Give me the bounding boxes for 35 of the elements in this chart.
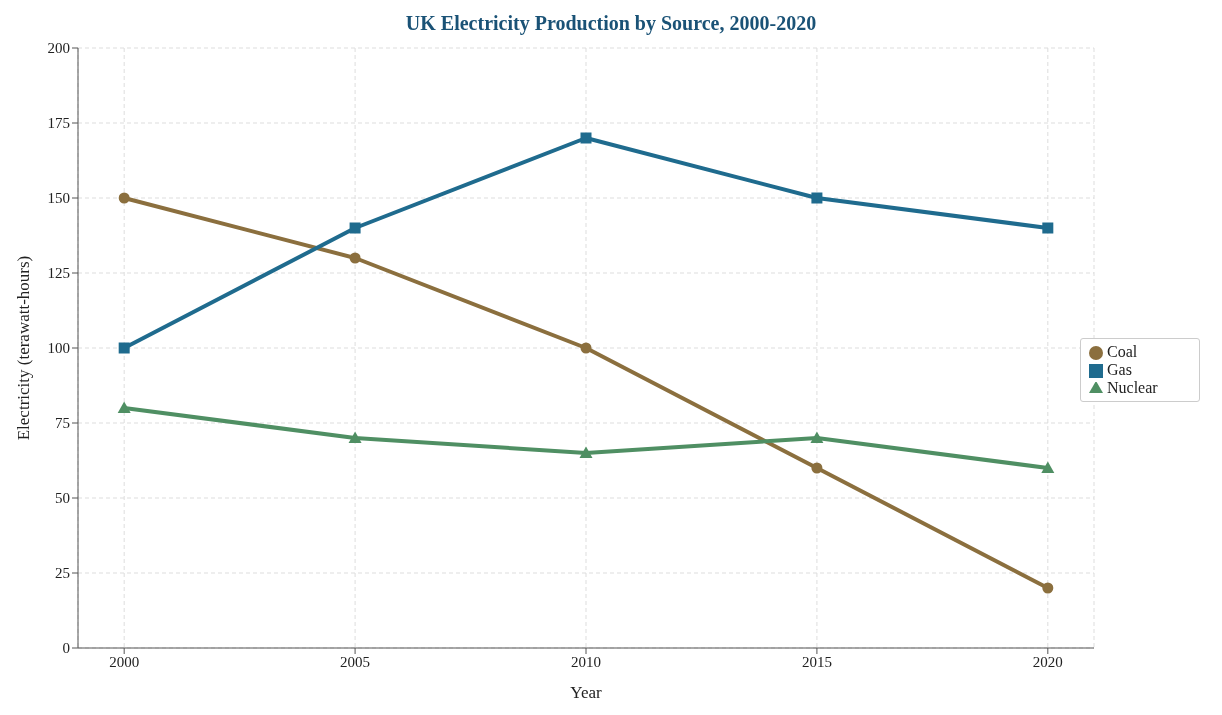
point <box>118 192 130 204</box>
point <box>580 342 592 354</box>
y-tick-label: 100 <box>47 340 70 357</box>
y-tick-label: 75 <box>55 415 70 432</box>
point <box>1042 222 1054 234</box>
x-tick-label: 2015 <box>801 653 832 670</box>
x-tick-label: 2010 <box>571 653 601 670</box>
point <box>579 446 593 458</box>
y-tick-label: 25 <box>55 565 70 582</box>
y-tick-label: 175 <box>47 115 70 132</box>
point <box>1041 461 1055 473</box>
x-axis-title: Year <box>570 683 602 702</box>
point <box>1042 582 1054 594</box>
point <box>118 342 130 354</box>
chart-title: UK Electricity Production by Source, 2000-2020 <box>404 11 818 37</box>
legend-label: Nuclear <box>1107 379 1158 396</box>
y-tick-label: 125 <box>47 265 70 282</box>
point <box>811 192 823 204</box>
y-tick-label: 0 <box>62 640 70 657</box>
point <box>349 222 361 234</box>
y-axis-title: Electricity (terawatt-hours) <box>14 255 34 441</box>
legend-label: Coal <box>1107 343 1138 360</box>
point <box>117 401 131 413</box>
point <box>810 431 824 443</box>
point <box>348 431 362 443</box>
x-tick-label: 2005 <box>340 653 371 670</box>
legend-label: Gas <box>1107 361 1132 378</box>
x-tick-label: 2000 <box>109 653 140 670</box>
point <box>580 132 592 144</box>
y-tick-label: 150 <box>47 190 70 207</box>
y-tick-label: 200 <box>47 40 70 57</box>
point <box>811 462 823 474</box>
y-tick-label: 50 <box>55 490 70 507</box>
x-tick-label: 2020 <box>1032 653 1063 670</box>
point <box>349 252 361 264</box>
